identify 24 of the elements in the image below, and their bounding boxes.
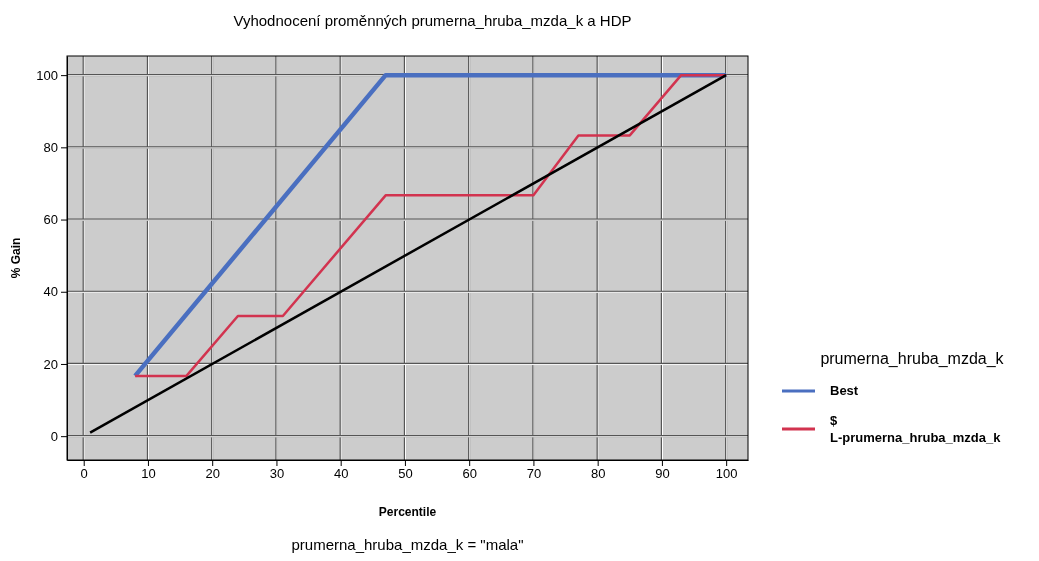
y-tick-label: 80 <box>43 140 58 155</box>
x-tick-label: 10 <box>141 466 156 482</box>
x-tick-label: 60 <box>462 466 477 482</box>
y-axis-title: % Gain <box>9 237 23 279</box>
x-tick-label: 20 <box>205 466 220 482</box>
y-tick-label: 20 <box>43 356 58 372</box>
y-tick-label: 40 <box>43 284 58 300</box>
x-tick-label: 40 <box>333 466 349 482</box>
x-tick-label: 50 <box>398 466 413 482</box>
y-tick-label: 60 <box>43 212 58 228</box>
legend-label: $ L-prumerna_hruba_mzda_k <box>830 413 1002 445</box>
x-tick-label: 70 <box>526 466 542 482</box>
x-tick-label: 80 <box>590 466 606 482</box>
y-tick-label: 0 <box>50 428 58 444</box>
chart-title: Vyhodnocení proměnných prumerna_hruba_mzda_k a HDP <box>233 12 632 29</box>
text: prumerna_hruba_mzda_k = "mala" <box>291 536 524 553</box>
x-tick-label: 0 <box>80 466 88 482</box>
y-tick-label: 100 <box>36 67 58 83</box>
legend-label: Best <box>830 383 859 398</box>
x-tick-label: 30 <box>269 466 285 482</box>
legend-title: prumerna_hruba_mzda_k <box>820 350 1005 368</box>
x-tick-label: 100 <box>715 466 738 482</box>
x-axis-title: Percentile <box>378 505 437 519</box>
x-tick-label: 90 <box>655 466 670 482</box>
